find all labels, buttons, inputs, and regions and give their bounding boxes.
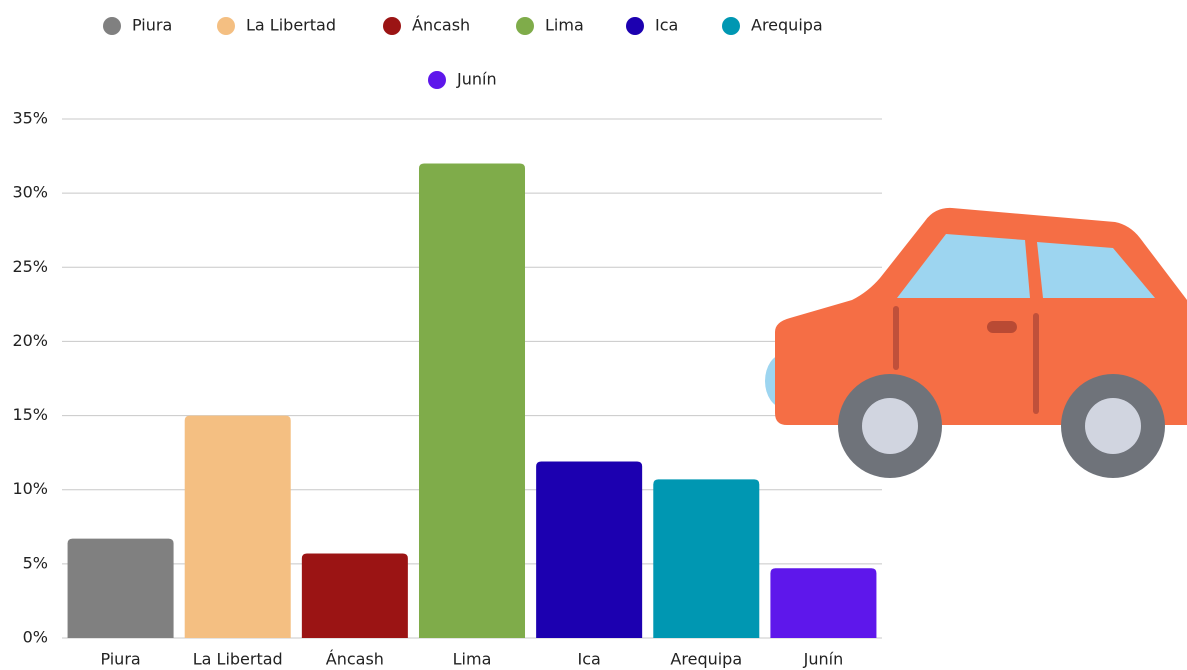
car-hub xyxy=(1085,398,1141,454)
car-window xyxy=(1037,242,1155,298)
legend-label: Áncash xyxy=(412,16,470,35)
legend-swatch xyxy=(626,17,644,35)
legend-swatch xyxy=(103,17,121,35)
legend-label: Arequipa xyxy=(751,16,823,35)
x-tick-label: Piura xyxy=(100,650,140,669)
y-tick-label: 5% xyxy=(23,553,48,572)
legend-label: Ica xyxy=(655,16,678,35)
bar xyxy=(67,538,174,638)
legend-swatch xyxy=(428,71,446,89)
y-tick-label: 25% xyxy=(12,257,48,276)
bar xyxy=(418,163,526,638)
y-tick-label: 10% xyxy=(12,479,48,498)
y-tick-label: 15% xyxy=(12,405,48,424)
car-window xyxy=(897,234,1030,298)
legend-label: Lima xyxy=(545,16,584,35)
x-tick-label: Lima xyxy=(453,650,492,669)
legend-label: La Libertad xyxy=(246,16,336,35)
bar xyxy=(770,568,877,638)
legend-swatch xyxy=(722,17,740,35)
y-tick-label: 30% xyxy=(12,183,48,202)
bar xyxy=(536,461,643,638)
x-tick-label: Ica xyxy=(577,650,600,669)
car-handle xyxy=(987,321,1017,333)
legend-label: Piura xyxy=(132,16,172,35)
legend-swatch xyxy=(516,17,534,35)
y-tick-label: 35% xyxy=(12,109,48,128)
car-illustration xyxy=(765,207,1187,478)
y-tick-label: 20% xyxy=(12,331,48,350)
legend-swatch xyxy=(383,17,401,35)
x-tick-label: Áncash xyxy=(326,650,384,669)
x-tick-label: Arequipa xyxy=(670,650,742,669)
y-tick-label: 0% xyxy=(23,628,48,647)
legend-label: Junín xyxy=(456,70,497,89)
bar xyxy=(301,553,408,638)
bar xyxy=(653,479,760,638)
x-tick-label: Junín xyxy=(803,650,844,669)
bar xyxy=(184,415,291,638)
x-tick-label: La Libertad xyxy=(193,650,283,669)
legend-swatch xyxy=(217,17,235,35)
car-hub xyxy=(862,398,918,454)
